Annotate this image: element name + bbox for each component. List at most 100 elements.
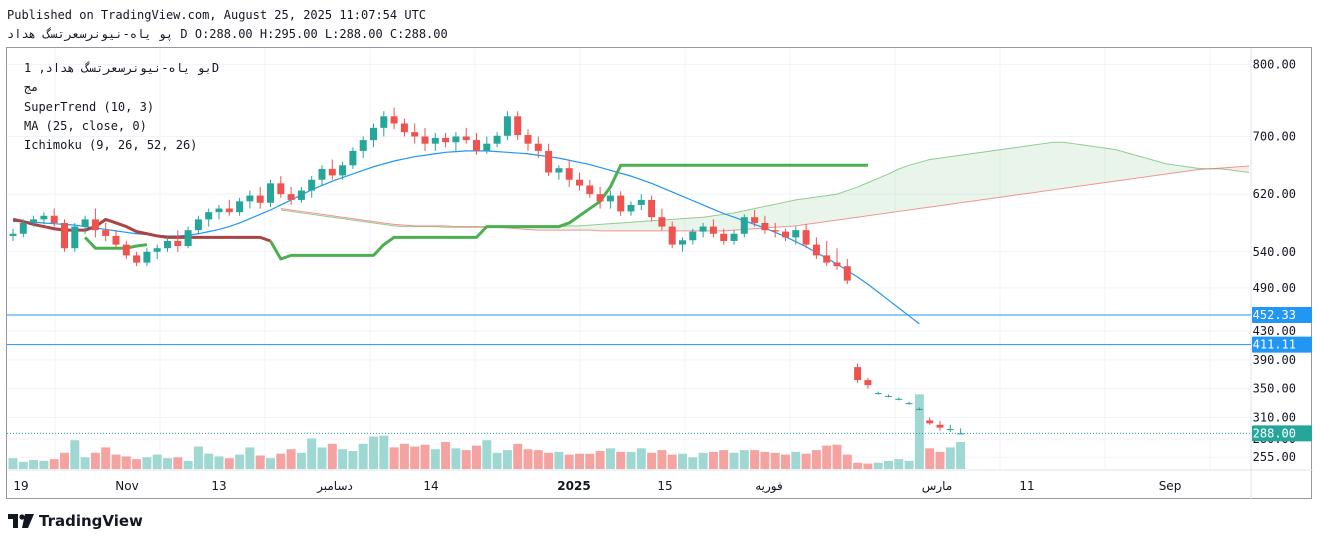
candle-body [215,208,223,213]
candle-body [452,136,460,143]
volume-bar [502,450,512,469]
brand-name: TradingView [39,512,143,530]
volume-bar [132,459,142,469]
ichimoku-cloud-segment [1084,145,1095,186]
time-tick-label: Nov [115,479,138,493]
candle-body [318,168,326,180]
price-label-tag [1252,425,1312,442]
ichimoku-cloud-segment [1187,166,1198,172]
candle-body [50,215,58,223]
ichimoku-cloud-segment [1135,155,1146,179]
volume-bar [678,453,687,469]
volume-bar [739,450,749,469]
volume-bar [873,462,883,469]
candle-body [761,222,769,231]
volume-bar [667,454,677,469]
volume-bar [904,460,914,469]
ichimoku-cloud-segment [764,204,776,229]
candle-body [400,123,408,133]
candle-body [462,136,470,141]
volume-bar [956,442,966,469]
ichimoku-cloud-segment [775,202,786,228]
candle-body [699,226,707,232]
volume-bar [781,454,790,469]
volume-bar [575,453,584,469]
candle-body [637,199,645,205]
ichimoku-cloud-segment [929,158,940,208]
candle-body [236,201,244,213]
ichimoku-cloud-segment [1053,142,1064,190]
candle-body [905,403,913,405]
volume-bar [70,440,80,469]
volume-bar [698,452,708,469]
candle-body [926,420,934,424]
time-tick-label: 19 [13,479,28,493]
price-label-tag [1252,306,1312,323]
candle-body [576,179,583,186]
candle-body [102,230,110,236]
volume-bar [224,458,234,469]
legend-ma[interactable]: MA (25, close, 0) [24,119,147,133]
supertrend-down-line [12,217,271,243]
volume-bar [791,451,801,469]
candle-body [802,230,810,245]
candle-body [503,116,511,136]
ichimoku-cloud-segment [950,155,961,205]
ichimoku-cloud-segment [991,149,1002,199]
candle-body [122,244,130,256]
candle-body [9,233,17,236]
candle-body [864,380,872,386]
volume-bar [482,440,492,469]
tradingview-brand: TradingView [8,512,143,530]
time-tick-label: 14 [423,479,438,493]
time-tick-label: Sep [1159,479,1182,493]
candle-body [153,248,161,252]
candle-body [370,127,377,141]
candle-body [349,150,357,166]
price-tick-label: 800.00 [1253,57,1296,71]
ichimoku-cloud-segment [1125,152,1136,180]
ichimoku-cloud-segment [867,178,879,216]
candle-body [225,208,233,213]
ichimoku-cloud-segment [620,222,631,231]
candle-body [30,219,38,223]
candle-body [854,367,862,381]
volume-bar [884,460,893,469]
volume-bar [214,456,224,469]
legend-ichimoku[interactable]: Ichimoku (9, 26, 52, 26) [24,138,198,152]
candle-body [627,204,635,212]
ichimoku-cloud-segment [1176,165,1188,173]
legend-supertrend[interactable]: SuperTrend (10, 3) [24,100,155,114]
volume-bar [853,462,863,469]
volume-bar [348,451,358,469]
volume-bar [276,453,286,469]
price-tick-label: 255.00 [1253,450,1296,464]
published-caption: Published on TradingView.com, August 25,… [7,8,427,22]
ichimoku-cloud-segment [970,152,982,202]
candle-body [555,168,563,173]
volume-bar [513,443,523,469]
candle-body [277,183,285,195]
volume-bar [894,459,904,469]
price-chart[interactable]: 800.00 700.00 620.00 540.00 490.00 430.00 390.… [7,48,1313,500]
candle-body [792,230,800,238]
legend-title: بو یاه-نیونرسعرتسگ هداد, 1D [24,61,220,75]
supertrend-up-line [269,163,868,261]
candle-body [40,215,48,220]
volume-bar [544,452,554,469]
candle-body [915,408,923,410]
volume-bar [29,460,39,469]
candle-body [812,244,820,256]
volume-bar [286,449,296,469]
volume-bar [49,459,59,469]
candle-body [751,217,759,223]
ichimoku-cloud-segment [610,222,621,231]
volume-bar [832,444,842,469]
volume-bar [307,438,317,469]
ichimoku-cloud-segment [837,190,848,221]
ichimoku-cloud-segment [1166,163,1177,174]
time-tick-label: 13 [211,479,226,493]
time-tick-label: مارس [922,479,953,494]
chart-frame[interactable]: 800.00 700.00 620.00 540.00 490.00 430.00 390.… [6,47,1313,500]
volume-bar [935,451,945,469]
